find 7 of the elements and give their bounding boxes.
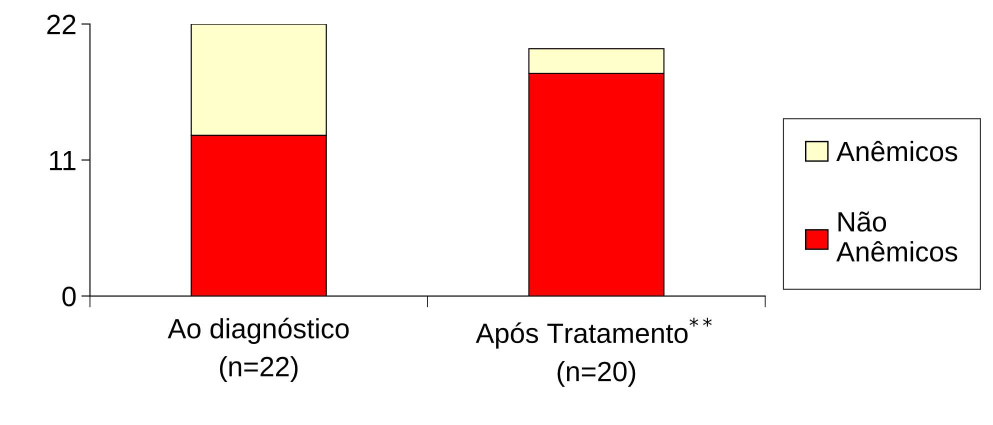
legend-label: Anêmicos [836, 140, 958, 162]
y-tick-label: 0 [62, 286, 76, 306]
x-tick-label: Ao diagnóstico (n=22) [168, 318, 349, 382]
y-tick-label: 11 [50, 150, 76, 170]
legend-label: Não Anêmicos [836, 211, 958, 262]
category-label: Após Tratamento$^{**}$ (n=20) [476, 318, 712, 387]
y-tick-label: 22 [47, 14, 76, 34]
